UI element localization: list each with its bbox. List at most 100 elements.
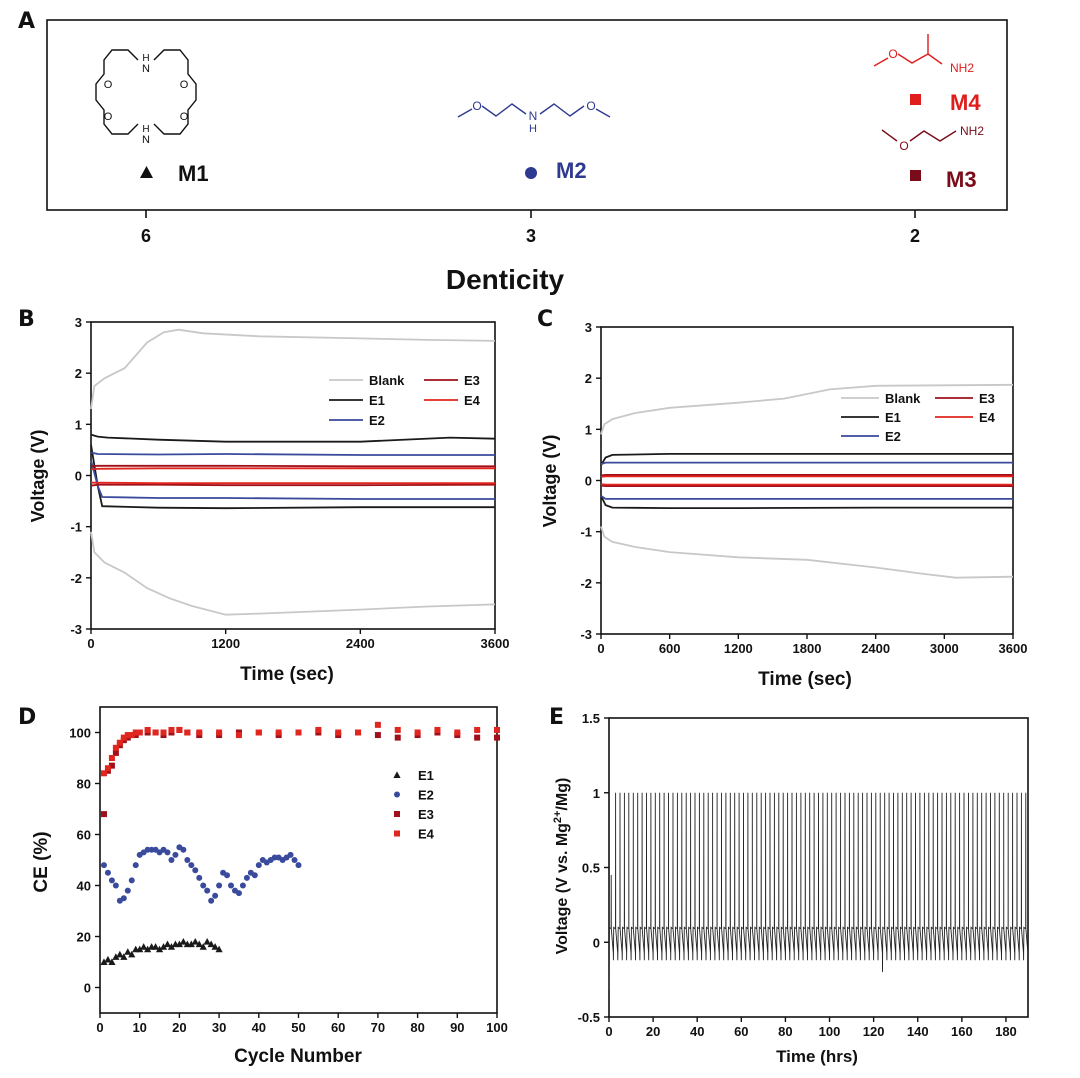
- panel-d-point-e1: [159, 943, 168, 950]
- panel-c-series-e2-line: [600, 495, 1013, 500]
- panel-d-point-e4: [112, 744, 119, 751]
- marker-m4: [910, 94, 921, 105]
- m2-atom-h: H: [529, 123, 537, 135]
- panel-e-ylabel: Voltage (V vs. Mg2+/Mg): [552, 778, 571, 955]
- label-m1: M1: [178, 161, 209, 186]
- panel-d-point-e2: [235, 890, 242, 897]
- panel-d-point-e1: [116, 950, 124, 958]
- panel-c-ytick-label: 1: [585, 422, 592, 437]
- panel-d-point-e2: [255, 862, 262, 869]
- m3-atom-o: O: [899, 139, 908, 153]
- panel-d-legend-marker-e3: [394, 811, 400, 817]
- panel-e-xlabel: Time (hrs): [776, 1047, 858, 1066]
- panel-d-point-e1: [124, 948, 132, 955]
- panel-d-point-e2: [132, 862, 139, 869]
- panel-d-point-e1: [100, 958, 108, 965]
- panel-c-xtick-label: 0: [597, 641, 604, 656]
- panel-d-ytick-label: 80: [77, 777, 91, 792]
- panel-d-point-e4: [132, 729, 139, 736]
- tick-label-6: 6: [141, 226, 151, 246]
- panel-e-ytick-label: -0.5: [578, 1010, 600, 1025]
- panel-d-point-e2: [228, 882, 235, 889]
- panel-c-xtick-label: 3600: [999, 641, 1028, 656]
- panel-c-xtick-label: 1200: [724, 641, 753, 656]
- panel-b-legend-label-e1: E1: [369, 393, 385, 408]
- panel-b-legend-label-e2: E2: [369, 413, 385, 428]
- panel-d-point-e2: [112, 882, 119, 889]
- panel-e-xtick-label: 60: [734, 1024, 748, 1039]
- panel-d-point-e2: [212, 892, 219, 899]
- panel-letter-d: D: [18, 705, 36, 730]
- panel-d-point-e1: [215, 945, 223, 953]
- panel-b-ytick-label: -1: [70, 520, 82, 535]
- panel-d-point-e4: [136, 729, 143, 736]
- panel-e-plot: 0 20 40 60 80 100 120 140 160 180 1.5 1 0.5 0 -0.5: [578, 711, 1029, 1039]
- panel-d-point-e4: [100, 770, 107, 777]
- panel-a-frame: [46, 19, 1008, 211]
- panel-d-point-e4: [374, 721, 381, 728]
- panel-b-series-e3-line: [90, 483, 496, 487]
- panel-d-point-e2: [124, 887, 131, 894]
- panel-c-ytick-label: -2: [580, 576, 592, 591]
- panel-d-point-e1: [120, 953, 128, 960]
- panel-d-frame: [99, 706, 498, 1014]
- panel-b-ytick-label: 0: [75, 469, 82, 484]
- m1-atom-n-bottom: N: [142, 134, 150, 146]
- panel-d-point-e3: [394, 734, 401, 741]
- panel-b-ylabel: Voltage (V): [28, 430, 48, 523]
- panel-d-xtick-label: 30: [212, 1020, 226, 1035]
- panel-d-point-e4: [128, 732, 135, 739]
- panel-d-point-e2: [204, 887, 211, 894]
- panel-b-xtick-label: 2400: [346, 636, 375, 651]
- panel-d-ytick-label: 20: [77, 930, 91, 945]
- panel-c-legend-label-e3: E3: [979, 391, 995, 406]
- panel-c-ytick-label: 3: [585, 320, 592, 335]
- panel-c-series-blank-line: [600, 526, 1014, 579]
- panel-d-point-e1: [151, 943, 160, 950]
- panel-letter-c: C: [537, 307, 553, 332]
- panel-d-point-e4: [394, 726, 401, 733]
- panel-d-ytick-label: 0: [84, 981, 91, 996]
- panel-d-point-e1: [104, 955, 112, 963]
- m2-atom-labels: O N H O: [472, 99, 595, 135]
- panel-d-point-e1: [203, 938, 211, 945]
- panel-c-ytick-label: -3: [580, 627, 592, 642]
- panel-d-legend-label-e2: E2: [418, 788, 434, 803]
- panel-c-series-e1-line: [600, 452, 1013, 466]
- panel-d-point-e2: [200, 882, 207, 889]
- panel-e-xtick-label: 180: [995, 1024, 1017, 1039]
- panel-d-point-e3: [494, 734, 500, 741]
- panel-d-point-e4: [108, 755, 115, 761]
- panel-d-point-e2: [104, 869, 111, 876]
- panel-d-point-e4: [315, 726, 322, 733]
- panel-d-xlabel: Cycle Number: [234, 1046, 362, 1067]
- panel-d-xtick-label: 20: [172, 1020, 186, 1035]
- panel-d-point-e1: [144, 945, 152, 953]
- m2-atom-o-right: O: [586, 99, 595, 113]
- panel-d-point-e2: [192, 867, 199, 874]
- panel-d-point-e4: [168, 726, 175, 733]
- panel-d-point-e4: [295, 729, 302, 736]
- panel-e-xtick-label: 80: [778, 1024, 792, 1039]
- panel-d-point-e1: [211, 943, 219, 950]
- panel-d-point-e1: [191, 938, 199, 945]
- panel-b-ytick-label: 1: [75, 417, 82, 432]
- panel-b-legend-label-e3: E3: [464, 373, 480, 388]
- panel-d-xtick-label: 100: [486, 1020, 508, 1035]
- panel-c-plot: 0 600 1200 1800 2400 3000 3600 3 2 1 0 -1 -2 -3 Blank E…: [580, 320, 1027, 656]
- panel-c-frame: [600, 326, 1014, 635]
- marker-m3: [910, 170, 921, 181]
- panel-d-point-e4: [275, 729, 282, 736]
- panel-d-plot: 0 10 20 30 40 50 60 70 80 90 100 100 80 60 40 20 0 E1 E2 E3…: [69, 706, 508, 1035]
- panel-b-ytick-label: -3: [70, 622, 82, 637]
- panel-d-point-e4: [124, 732, 131, 739]
- panel-d-point-e2: [180, 846, 187, 853]
- panel-d-xtick-label: 10: [132, 1020, 146, 1035]
- panel-d-point-e2: [108, 877, 115, 884]
- panel-c-ylabel: Voltage (V): [540, 435, 560, 528]
- panel-a-axis: [145, 210, 916, 218]
- panel-c-xlabel: Time (sec): [758, 669, 852, 690]
- panel-c-series-e4-line: [600, 475, 1013, 478]
- panel-b-legend-label-blank: Blank: [369, 373, 405, 388]
- panel-c-series-e1-line: [600, 495, 1013, 510]
